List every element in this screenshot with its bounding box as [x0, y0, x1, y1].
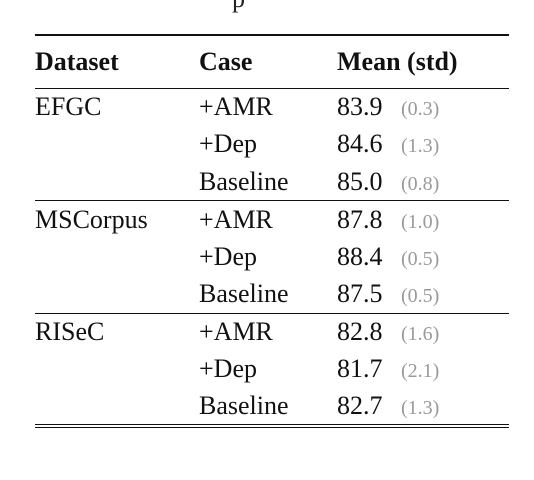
table-row: +Dep 84.6 (1.3)	[35, 126, 509, 164]
std-value: (2.1)	[401, 360, 440, 383]
mean-value: 87.5	[337, 279, 383, 308]
case-cell: +AMR	[199, 87, 337, 126]
header-mean-std: Mean (std)	[337, 34, 509, 89]
mean-value: 88.4	[337, 241, 383, 271]
mean-std-cell: 88.4 (0.5)	[337, 238, 509, 276]
table-row: EFGC +AMR 83.9 (0.3)	[35, 87, 509, 126]
table-row: Baseline 87.5 (0.5)	[35, 276, 509, 314]
case-cell: Baseline	[199, 279, 289, 308]
table-row: Baseline 82.7 (1.3)	[35, 388, 509, 428]
case-cell: Baseline	[199, 166, 289, 196]
std-value: (1.3)	[401, 135, 440, 158]
mean-std-cell: 82.7 (1.3)	[337, 388, 509, 428]
std-value: (0.8)	[401, 172, 440, 195]
dataset-cell-empty	[35, 388, 199, 428]
table-row: RISeC +AMR 82.8 (1.6)	[35, 312, 509, 351]
header-dataset: Dataset	[35, 34, 199, 89]
table-row: +Dep 88.4 (0.5)	[35, 238, 509, 276]
mean-value: 81.7	[337, 354, 383, 384]
dataset-cell: RISeC	[35, 312, 199, 351]
mean-value: 83.9	[337, 92, 383, 121]
mean-value: 85.0	[337, 166, 383, 196]
table-header: Dataset Case Mean (std)	[35, 34, 509, 89]
table-body: EFGC +AMR 83.9 (0.3) +Dep 84.6 (1.3) Basel…	[35, 87, 509, 428]
std-value: (0.3)	[401, 98, 440, 120]
header-row: Dataset Case Mean (std)	[35, 34, 509, 89]
clipped-caption-text: p	[232, 0, 245, 12]
mean-std-cell: 82.8 (1.6)	[337, 312, 509, 351]
dataset-cell-empty	[35, 126, 199, 164]
case-cell: +AMR	[199, 200, 337, 238]
table-row: Baseline 85.0 (0.8)	[35, 163, 509, 201]
mean-std-cell: 87.8 (1.0)	[337, 200, 509, 238]
table-row: MSCorpus +AMR 87.8 (1.0)	[35, 200, 509, 238]
case-cell: +AMR	[199, 312, 337, 351]
dataset-cell-empty	[35, 238, 199, 276]
case-cell: Baseline	[199, 388, 337, 428]
case-cell: +Dep	[199, 241, 257, 271]
std-value: (1.3)	[401, 396, 440, 419]
header-case: Case	[199, 34, 337, 89]
mean-std-cell: 87.5 (0.5)	[337, 276, 509, 314]
mean-value: 84.6	[337, 129, 383, 159]
table-row: +Dep 81.7 (2.1)	[35, 351, 509, 389]
case-cell: +Dep	[199, 354, 257, 384]
mean-std-cell: 81.7 (2.1)	[337, 351, 509, 389]
dataset-cell: MSCorpus	[35, 200, 199, 238]
dataset-cell-empty	[35, 276, 199, 314]
mean-std-cell: 83.9 (0.3)	[337, 87, 509, 126]
dataset-cell: EFGC	[35, 87, 199, 126]
mean-std-cell: 85.0 (0.8)	[337, 163, 509, 201]
results-table: Dataset Case Mean (std) EFGC +AMR 83.9 (0…	[35, 34, 509, 428]
case-cell: +Dep	[199, 129, 257, 159]
std-value: (1.0)	[401, 210, 440, 233]
mean-value: 82.8	[337, 317, 383, 346]
dataset-cell-empty	[35, 351, 199, 389]
std-value: (0.5)	[401, 285, 440, 307]
mean-value: 87.8	[337, 204, 383, 234]
mean-std-cell: 84.6 (1.3)	[337, 126, 509, 164]
dataset-cell-empty	[35, 163, 199, 201]
std-value: (0.5)	[401, 247, 440, 270]
std-value: (1.6)	[401, 323, 440, 345]
mean-value: 82.7	[337, 390, 383, 420]
